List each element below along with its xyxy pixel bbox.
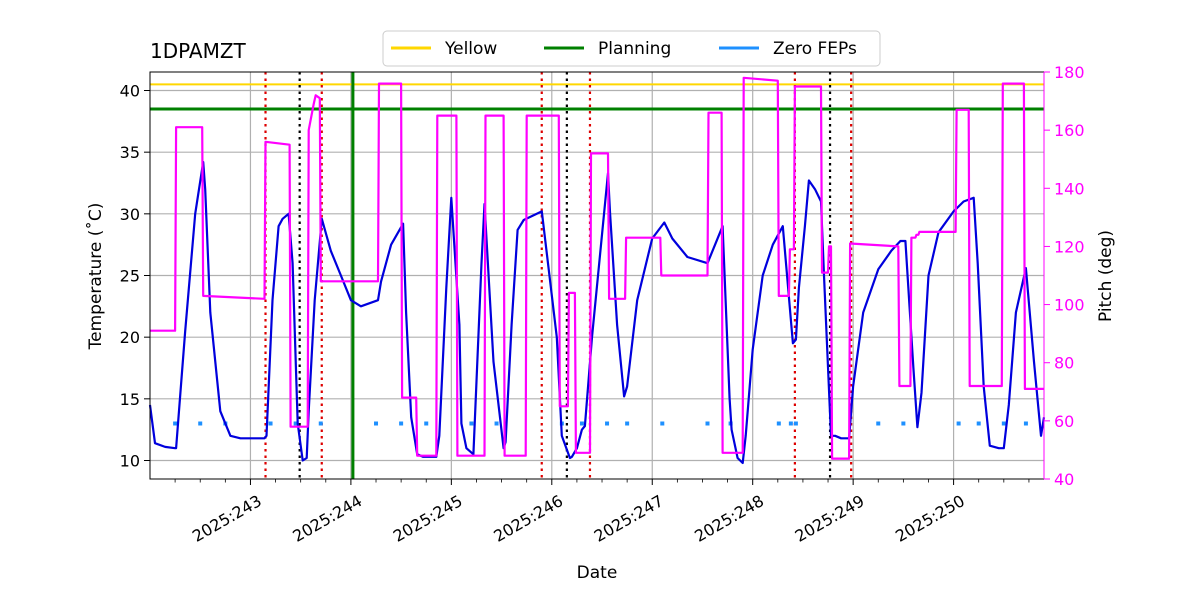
y-left-tick-label: 20	[120, 328, 140, 347]
pitch-series	[150, 76, 1044, 460]
zero-feps-series	[173, 421, 1028, 426]
y-left-tick-label: 15	[120, 390, 140, 409]
zero-feps-point	[705, 421, 710, 426]
temperature-line	[148, 160, 1046, 465]
legend-box	[382, 30, 881, 67]
y-right-tick-label: 120	[1054, 237, 1085, 256]
zero-feps-point	[198, 421, 203, 426]
zero-feps-point	[605, 421, 610, 426]
x-axis-label: Date	[577, 563, 618, 583]
zero-feps-point	[494, 421, 499, 426]
y-left-tick-label: 40	[120, 82, 140, 101]
zero-feps-point	[788, 421, 793, 426]
y-axis-right: 40 60 80 100 120 140 160 180	[1043, 63, 1085, 489]
legend: Yellow Planning Zero FEPs	[382, 30, 881, 67]
zero-feps-point	[956, 421, 961, 426]
legend-label-1: Planning	[598, 39, 671, 59]
zero-feps-point	[776, 421, 781, 426]
y-left-tick-label: 30	[120, 205, 140, 224]
zero-feps-point	[293, 421, 298, 426]
grid	[150, 72, 1044, 479]
zero-feps-point	[1023, 421, 1028, 426]
temperature-series	[148, 160, 1046, 465]
pitch-line	[150, 76, 1044, 460]
y-right-tick-label: 180	[1054, 63, 1085, 82]
y-right-tick-label: 100	[1054, 296, 1085, 315]
y-left-tick-label: 25	[120, 267, 140, 286]
zero-feps-point	[579, 421, 584, 426]
legend-label-2: Zero FEPs	[773, 39, 857, 59]
zero-feps-point	[318, 421, 323, 426]
zero-feps-point	[1001, 421, 1006, 426]
y-right-tick-label: 80	[1054, 354, 1074, 373]
zero-feps-point	[374, 421, 379, 426]
limit-lines	[150, 83, 1044, 111]
zero-feps-point	[625, 421, 630, 426]
y-right-tick-label: 140	[1054, 179, 1085, 198]
y-axis-left-label: Temperature (˚C)	[85, 203, 106, 351]
chart-title: 1DPAMZT	[150, 39, 247, 63]
y-axis-left: 10 15 20 25 30 35 40	[120, 82, 150, 471]
y-right-tick-label: 40	[1054, 470, 1074, 489]
zero-feps-point	[399, 421, 404, 426]
y-right-tick-label: 60	[1054, 412, 1074, 431]
zero-feps-point	[901, 421, 906, 426]
y-left-tick-label: 10	[120, 452, 140, 471]
zero-feps-point	[793, 421, 798, 426]
zero-feps-point	[268, 421, 273, 426]
zero-feps-point	[173, 421, 178, 426]
zero-feps-point	[876, 421, 881, 426]
y-right-tick-label: 160	[1054, 121, 1085, 140]
y-axis-right-label: Pitch (deg)	[1096, 230, 1116, 322]
zero-feps-point	[469, 421, 474, 426]
zero-feps-point	[976, 421, 981, 426]
zero-feps-point	[424, 421, 429, 426]
zero-feps-point	[660, 421, 665, 426]
y-left-tick-label: 35	[120, 143, 140, 162]
legend-label-0: Yellow	[444, 39, 497, 59]
